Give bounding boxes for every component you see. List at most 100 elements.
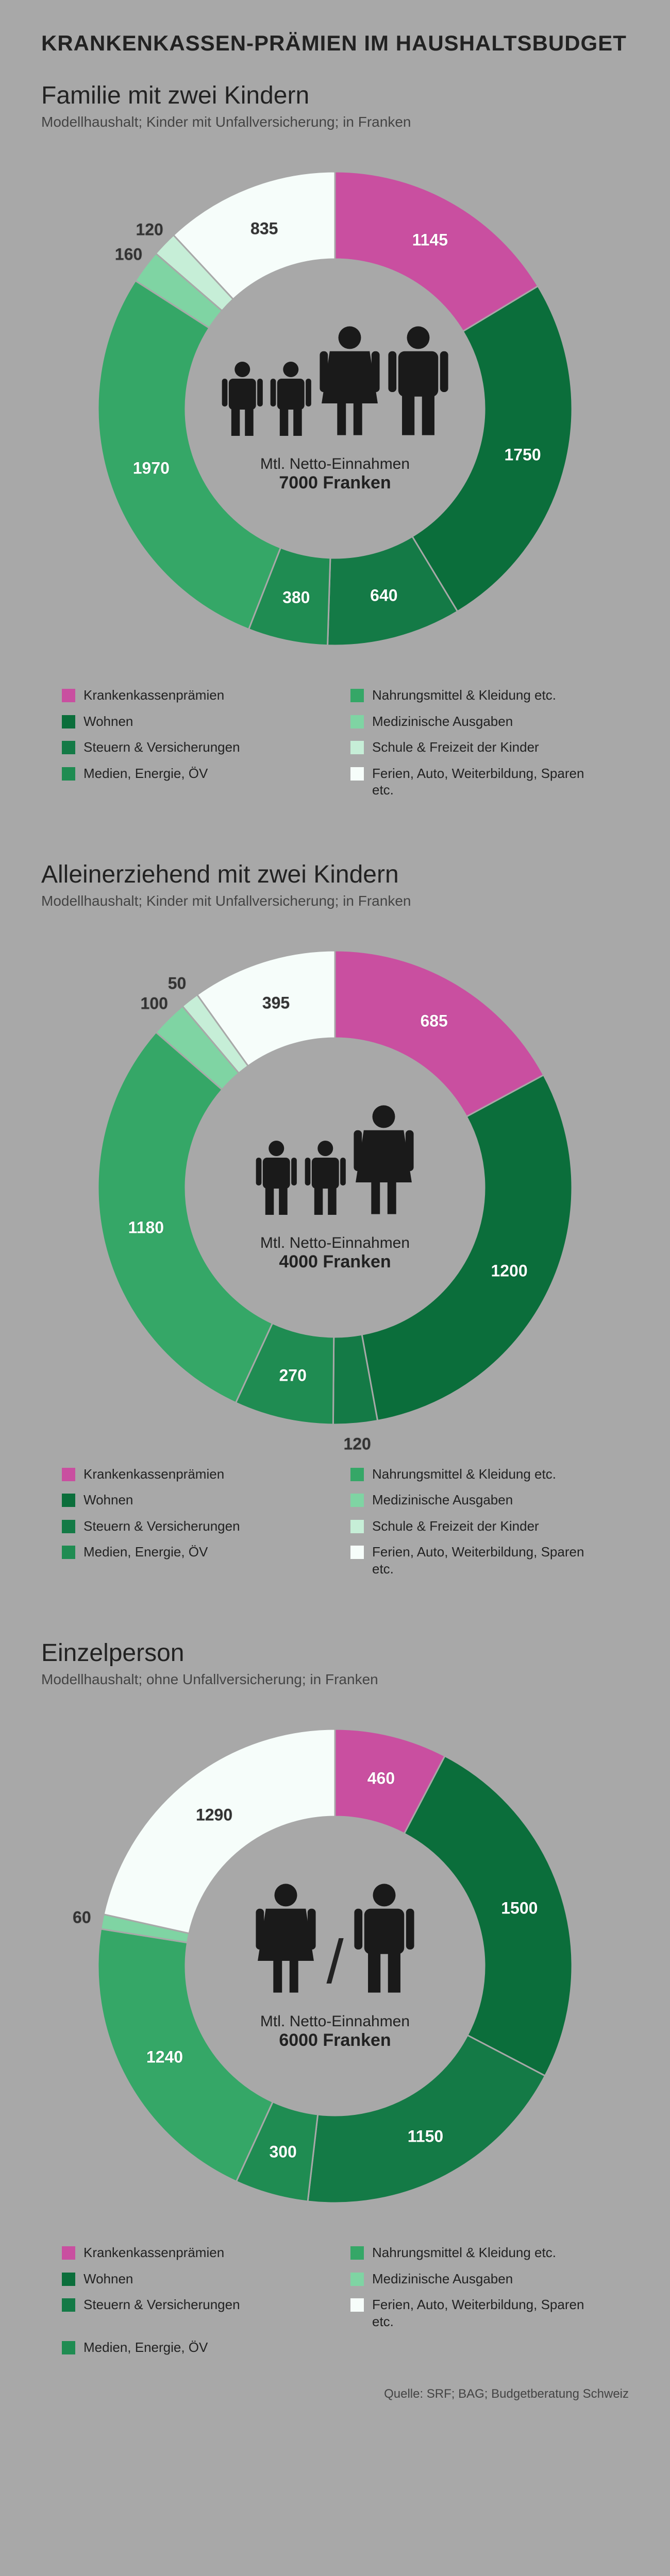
legend-label: Nahrungsmittel & Kleidung etc. bbox=[372, 687, 556, 704]
legend-label: Medien, Energie, ÖV bbox=[83, 765, 208, 782]
segment-label: 1500 bbox=[501, 1899, 538, 1918]
donut-chart: 114517506403801970160120835 bbox=[77, 151, 593, 666]
legend-item: Steuern & Versicherungen bbox=[62, 2296, 320, 2330]
legend-item: Nahrungsmittel & Kleidung etc. bbox=[350, 1466, 608, 1483]
legend-label: Ferien, Auto, Weiterbildung, Sparen etc. bbox=[372, 765, 608, 799]
center-value: 7000 Franken bbox=[206, 473, 464, 493]
people-icon: / bbox=[206, 1882, 464, 1997]
legend-swatch bbox=[62, 715, 75, 728]
legend-item: Ferien, Auto, Weiterbildung, Sparen etc. bbox=[350, 2296, 608, 2330]
segment-label: 1145 bbox=[412, 231, 448, 250]
legend-swatch bbox=[350, 1520, 364, 1533]
legend-label: Krankenkassenprämien bbox=[83, 1466, 224, 1483]
legend-swatch bbox=[62, 767, 75, 781]
chart-center: / Mtl. Netto-Einnahmen 6000 Franken bbox=[206, 1882, 464, 2050]
legend-item: Medizinische Ausgaben bbox=[350, 1492, 608, 1509]
legend-swatch bbox=[350, 767, 364, 781]
legend-item: Ferien, Auto, Weiterbildung, Sparen etc. bbox=[350, 1544, 608, 1577]
legend-label: Medien, Energie, ÖV bbox=[83, 2339, 208, 2356]
legend-label: Steuern & Versicherungen bbox=[83, 2296, 240, 2313]
legend-swatch bbox=[350, 741, 364, 754]
center-label: Mtl. Netto-Einnahmen bbox=[206, 2013, 464, 2030]
legend-swatch bbox=[350, 715, 364, 728]
people-icon bbox=[206, 324, 464, 440]
legend-swatch bbox=[62, 2298, 75, 2312]
segment-label: 50 bbox=[168, 974, 187, 993]
segment-label: 160 bbox=[115, 245, 142, 264]
legend-swatch bbox=[350, 689, 364, 702]
center-label: Mtl. Netto-Einnahmen bbox=[206, 1234, 464, 1252]
legend-label: Steuern & Versicherungen bbox=[83, 1518, 240, 1535]
legend-item: Medien, Energie, ÖV bbox=[62, 1544, 320, 1577]
legend-swatch bbox=[62, 1468, 75, 1481]
legend-swatch bbox=[350, 1494, 364, 1507]
segment-label: 120 bbox=[343, 1434, 371, 1453]
legend-label: Medizinische Ausgaben bbox=[372, 1492, 513, 1509]
segment-label: 1970 bbox=[133, 459, 170, 478]
segment-label: 300 bbox=[269, 2143, 296, 2162]
legend-label: Wohnen bbox=[83, 2270, 133, 2287]
center-label: Mtl. Netto-Einnahmen bbox=[206, 455, 464, 473]
legend-swatch bbox=[62, 2246, 75, 2260]
legend-label: Nahrungsmittel & Kleidung etc. bbox=[372, 2244, 556, 2261]
chart-center: Mtl. Netto-Einnahmen 4000 Franken bbox=[206, 1103, 464, 1272]
legend-item: Schule & Freizeit der Kinder bbox=[350, 739, 608, 756]
segment-label: 270 bbox=[279, 1366, 306, 1385]
legend-item: Medizinische Ausgaben bbox=[350, 713, 608, 730]
legend-label: Ferien, Auto, Weiterbildung, Sparen etc. bbox=[372, 2296, 608, 2330]
page-title: KRANKENKASSEN-PRÄMIEN IM HAUSHALTSBUDGET bbox=[41, 31, 629, 56]
legend-label: Medizinische Ausgaben bbox=[372, 2270, 513, 2287]
segment-label: 1290 bbox=[196, 1806, 232, 1825]
legend: Krankenkassenprämien Nahrungsmittel & Kl… bbox=[41, 687, 629, 799]
legend-item: Krankenkassenprämien bbox=[62, 1466, 320, 1483]
legend-item: Krankenkassenprämien bbox=[62, 687, 320, 704]
source-line: Quelle: SRF; BAG; Budgetberatung Schweiz bbox=[41, 2387, 629, 2401]
legend-label: Steuern & Versicherungen bbox=[83, 739, 240, 756]
legend-swatch bbox=[350, 1546, 364, 1559]
legend-swatch bbox=[62, 741, 75, 754]
legend-swatch bbox=[62, 1546, 75, 1559]
legend-swatch bbox=[62, 1520, 75, 1533]
section-title: Alleinerziehend mit zwei Kindern bbox=[41, 860, 629, 889]
legend-label: Krankenkassenprämien bbox=[83, 687, 224, 704]
segment-label: 1150 bbox=[408, 2127, 443, 2146]
segment-label: 380 bbox=[282, 588, 310, 607]
legend-item: Steuern & Versicherungen bbox=[62, 739, 320, 756]
legend-label: Wohnen bbox=[83, 1492, 133, 1509]
legend-swatch bbox=[62, 2273, 75, 2286]
section-title: Einzelperson bbox=[41, 1639, 629, 1667]
legend-swatch bbox=[62, 1494, 75, 1507]
legend-item: Nahrungsmittel & Kleidung etc. bbox=[350, 2244, 608, 2261]
donut-chart: 6851200120270118010050395 Mtl bbox=[77, 930, 593, 1445]
legend-item: Wohnen bbox=[62, 2270, 320, 2287]
section-title: Familie mit zwei Kindern bbox=[41, 81, 629, 110]
legend-item: Medizinische Ausgaben bbox=[350, 2270, 608, 2287]
legend-item: Medien, Energie, ÖV bbox=[62, 2339, 320, 2356]
legend-swatch bbox=[350, 2298, 364, 2312]
legend-label: Wohnen bbox=[83, 713, 133, 730]
legend-item: Steuern & Versicherungen bbox=[62, 1518, 320, 1535]
legend-item: Wohnen bbox=[62, 713, 320, 730]
legend-swatch bbox=[62, 2341, 75, 2354]
legend-label: Medizinische Ausgaben bbox=[372, 713, 513, 730]
legend-swatch bbox=[350, 2246, 364, 2260]
legend-label: Medien, Energie, ÖV bbox=[83, 1544, 208, 1561]
legend-item: Krankenkassenprämien bbox=[62, 2244, 320, 2261]
center-value: 6000 Franken bbox=[206, 2030, 464, 2050]
people-icon bbox=[206, 1103, 464, 1219]
segment-label: 835 bbox=[250, 219, 278, 239]
legend-label: Nahrungsmittel & Kleidung etc. bbox=[372, 1466, 556, 1483]
legend-item: Schule & Freizeit der Kinder bbox=[350, 1518, 608, 1535]
legend-swatch bbox=[350, 1468, 364, 1481]
legend-label: Krankenkassenprämien bbox=[83, 2244, 224, 2261]
segment-label: 460 bbox=[367, 1769, 395, 1788]
segment-label: 685 bbox=[420, 1012, 447, 1031]
legend: Krankenkassenprämien Nahrungsmittel & Kl… bbox=[41, 1466, 629, 1578]
legend-item: Wohnen bbox=[62, 1492, 320, 1509]
legend-label: Ferien, Auto, Weiterbildung, Sparen etc. bbox=[372, 1544, 608, 1577]
legend-swatch bbox=[350, 2273, 364, 2286]
section-subtitle: Modellhaushalt; Kinder mit Unfallversich… bbox=[41, 893, 629, 909]
segment-label: 395 bbox=[262, 994, 290, 1013]
legend-item: Nahrungsmittel & Kleidung etc. bbox=[350, 687, 608, 704]
chart-center: Mtl. Netto-Einnahmen 7000 Franken bbox=[206, 324, 464, 493]
